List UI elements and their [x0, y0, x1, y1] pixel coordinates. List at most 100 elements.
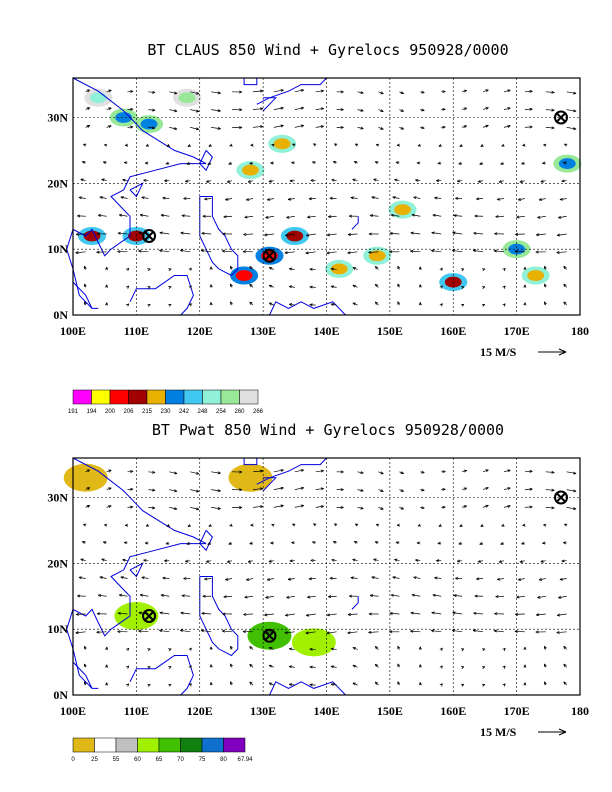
- wind-vector-head: [331, 558, 335, 562]
- wind-vector-head: [439, 303, 443, 307]
- wind-vector-head: [352, 682, 356, 686]
- wind-vector: [119, 214, 128, 217]
- wind-vector-head: [481, 666, 486, 669]
- wind-vector: [201, 612, 212, 615]
- wind-vector-head: [347, 612, 351, 616]
- wind-vector: [524, 470, 533, 473]
- gyre-marker: [553, 490, 568, 505]
- wind-vector: [294, 469, 304, 473]
- wind-vector-head: [495, 215, 499, 219]
- wind-vector-head: [529, 125, 533, 129]
- wind-vector: [545, 507, 555, 509]
- x-tick-label: 150E: [377, 324, 403, 338]
- wind-vector-head: [352, 647, 356, 650]
- wind-vector: [265, 215, 274, 219]
- wind-vector-head: [185, 179, 189, 183]
- wind-vector: [566, 109, 577, 112]
- wind-vector: [357, 471, 364, 474]
- wind-vector: [326, 631, 337, 634]
- colorbar-swatch: [201, 737, 224, 753]
- wind-vector-head: [188, 267, 192, 271]
- coastline: [269, 681, 346, 696]
- wind-vector-head: [481, 648, 486, 652]
- wind-vector-head: [463, 107, 467, 111]
- wind-vector-head: [463, 469, 467, 473]
- wind-vector-head: [439, 683, 443, 687]
- wind-vector: [252, 125, 263, 128]
- grid-layer: [73, 458, 580, 695]
- wind-vector: [558, 215, 567, 219]
- wind-vector-head: [300, 469, 304, 472]
- coastline: [351, 596, 359, 610]
- wind-vector: [273, 469, 284, 473]
- wind-vector: [330, 286, 337, 288]
- wind-vector-head: [417, 143, 421, 147]
- wind-vector: [285, 233, 295, 236]
- colorbar-label: 55: [113, 757, 120, 763]
- wind-vector: [201, 232, 212, 235]
- wind-vector: [75, 631, 86, 634]
- wind-vector-head: [451, 629, 456, 633]
- wind-vector-head: [265, 215, 269, 219]
- wind-vector-head: [188, 647, 192, 651]
- wind-vector: [162, 577, 170, 579]
- wind-vector-head: [130, 90, 134, 94]
- wind-vector-head: [200, 629, 205, 633]
- wind-vector-head: [542, 161, 546, 165]
- wind-vector-head: [180, 629, 184, 633]
- wind-vector: [493, 630, 504, 633]
- wind-vector-head: [523, 682, 527, 686]
- y-axis-ticks: 0N 10N 20N 30N: [47, 491, 68, 703]
- wind-vector: [432, 594, 442, 597]
- wind-vector-head: [239, 470, 243, 474]
- wind-vector-head: [288, 665, 293, 669]
- wind-vector-head: [453, 594, 457, 598]
- wind-vector-head: [124, 143, 129, 147]
- wind-vector-head: [308, 197, 312, 201]
- wind-vector-head: [394, 178, 398, 182]
- wind-vector-head: [96, 630, 100, 634]
- x-tick-label: 180: [571, 704, 589, 718]
- wind-vector-head: [162, 196, 166, 200]
- colorbar-swatch: [72, 737, 95, 753]
- wind-vector-head: [230, 265, 233, 270]
- panel-claus: BT CLAUS 850 Wind + Gyrelocs 950928/0000…: [47, 41, 589, 415]
- wind-vector-head: [400, 489, 404, 492]
- wind-vector-head: [83, 523, 87, 527]
- wind-vector: [211, 109, 221, 112]
- y-tick-label: 20N: [47, 556, 68, 570]
- wind-vector-head: [326, 233, 331, 237]
- wind-vector-head: [517, 577, 522, 581]
- wind-vector-head: [152, 506, 156, 510]
- wind-vector: [222, 630, 233, 633]
- x-tick-label: 110E: [124, 324, 149, 338]
- wind-vector-head: [563, 681, 567, 685]
- wind-vector: [536, 613, 546, 616]
- wind-vector-head: [284, 251, 288, 255]
- wind-vector-head: [476, 577, 480, 581]
- wind-vector: [117, 612, 128, 615]
- wind-vector-head: [411, 593, 415, 597]
- coastline: [243, 458, 258, 466]
- wind-vector-head: [300, 486, 304, 490]
- wind-vector-head: [480, 143, 484, 147]
- wind-vector: [181, 215, 191, 217]
- wind-vector-head: [280, 504, 284, 508]
- wind-vector-head: [459, 523, 463, 527]
- wind-vector-head: [288, 683, 293, 687]
- wind-vector-head: [331, 178, 335, 182]
- wind-vector-head: [230, 681, 233, 685]
- wind-vector: [265, 595, 274, 599]
- x-tick-label: 140E: [313, 704, 339, 718]
- wind-vector: [431, 232, 442, 235]
- wind-vector-head: [485, 89, 489, 93]
- wind-vector-head: [519, 179, 523, 183]
- wind-vector-head: [374, 283, 379, 288]
- wind-vector-head: [185, 559, 189, 563]
- wind-vector-head: [563, 541, 567, 545]
- wind-vector-head: [564, 143, 568, 147]
- wind-vector-head: [174, 471, 178, 475]
- field-cell: [89, 92, 107, 104]
- wind-vector-head: [291, 541, 295, 545]
- wind-vector-head: [98, 594, 102, 598]
